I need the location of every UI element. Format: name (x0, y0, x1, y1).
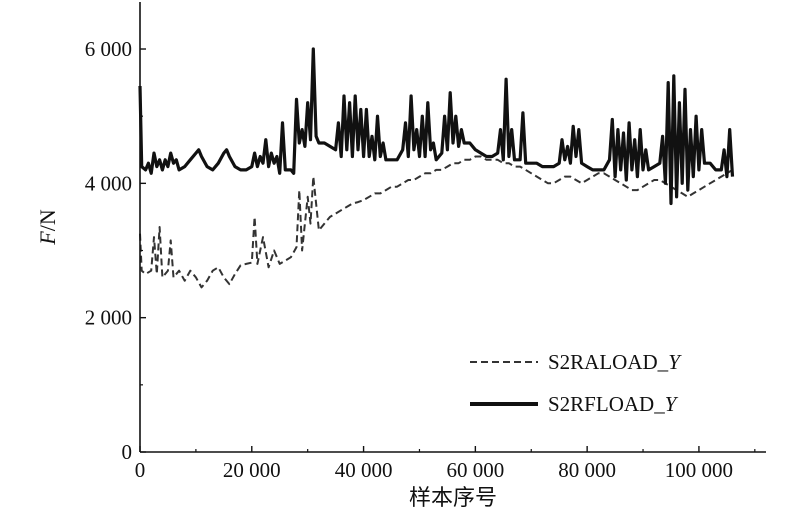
x-axis-label: 样本序号 (409, 485, 497, 510)
y-tick-label: 4 000 (85, 171, 132, 195)
x-tick-label: 80 000 (558, 458, 616, 482)
y-axis-label-symbol: F (35, 231, 60, 246)
legend-label-prefix: S2RFLOAD_ (548, 392, 665, 416)
y-tick-label: 0 (122, 440, 133, 464)
y-tick-label: 6 000 (85, 37, 132, 61)
x-tick-label: 40 000 (335, 458, 393, 482)
legend-label-axis: Y (665, 392, 679, 416)
y-axis-label-unit: /N (35, 209, 60, 231)
legend-label: S2RFLOAD_Y (548, 392, 679, 416)
legend-label-axis: Y (668, 350, 682, 374)
x-ticks: 0 20 000 40 000 60 000 80 000 100 000 (135, 446, 756, 482)
x-tick-label: 0 (135, 458, 146, 482)
y-tick-label: 2 000 (85, 306, 132, 330)
plot-lines (138, 47, 735, 289)
legend-label: S2RALOAD_Y (548, 350, 682, 374)
y-axis-label: F/N (35, 209, 60, 246)
series-ra-load-line (139, 155, 734, 289)
legend-label-prefix: S2RALOAD_ (548, 350, 669, 374)
series-rf-load-line (138, 47, 735, 206)
x-tick-label: 60 000 (446, 458, 504, 482)
y-ticks: 0 2 000 4 000 6 000 (85, 37, 146, 464)
axes: 0 20 000 40 000 60 000 80 000 100 000 0 2 000 4… (85, 2, 766, 482)
x-tick-label: 100 000 (665, 458, 733, 482)
x-tick-label: 20 000 (223, 458, 281, 482)
